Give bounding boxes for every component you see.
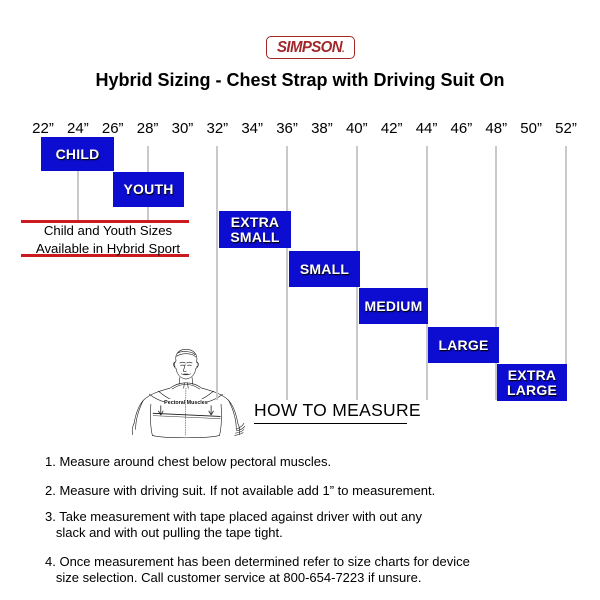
svg-text:Pectoral Muscles: Pectoral Muscles xyxy=(164,400,208,406)
